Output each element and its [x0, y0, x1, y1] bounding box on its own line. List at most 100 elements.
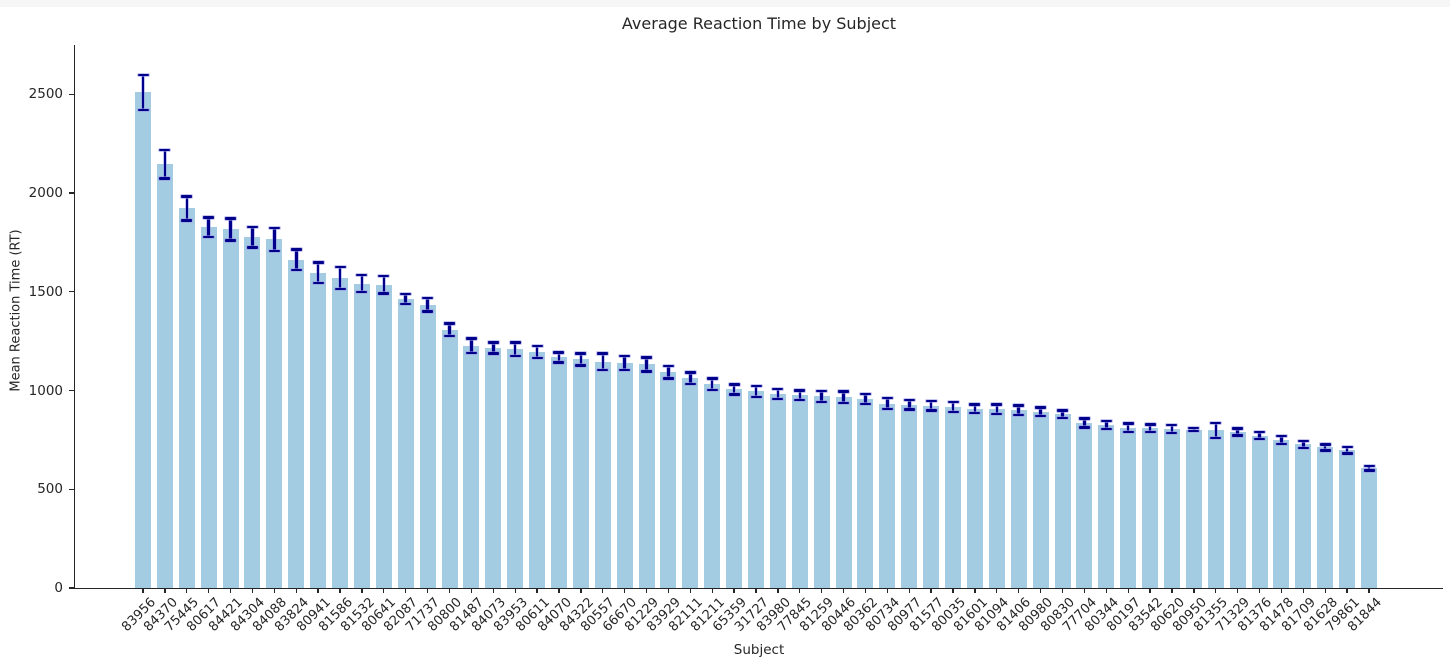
- bar: [1229, 432, 1246, 588]
- bar-error-cap-bottom: [619, 368, 631, 372]
- bar: [616, 362, 633, 588]
- x-tick-mark: [208, 589, 210, 594]
- bar-error-cap-bottom: [881, 407, 893, 411]
- bar-error-line: [141, 75, 145, 110]
- bar-error-cap-bottom: [487, 352, 499, 355]
- bar-error-cap-top: [662, 364, 674, 368]
- bar: [594, 361, 611, 588]
- bar-error-cap-bottom: [1078, 426, 1090, 429]
- bar-error-line: [798, 390, 802, 401]
- bar-error-cap-top: [881, 396, 893, 400]
- bar-error-cap-top: [487, 341, 499, 344]
- bar-error-cap-top: [531, 344, 543, 348]
- bar: [1010, 410, 1027, 588]
- bar-error-line: [1214, 422, 1217, 438]
- bar-error-line: [207, 217, 210, 238]
- bar-error-cap-bottom: [1100, 427, 1112, 431]
- x-tick-mark: [908, 589, 910, 594]
- bar: [353, 283, 370, 588]
- bar-error-cap-bottom: [641, 370, 653, 373]
- bar-error-cap-bottom: [553, 361, 565, 364]
- bar: [879, 403, 896, 588]
- bar-error-cap-top: [684, 371, 696, 374]
- bar-error-cap-top: [509, 341, 521, 344]
- bar-error-cap-top: [465, 337, 477, 340]
- bar-error-cap-bottom: [772, 397, 784, 401]
- bar-error-cap-top: [1363, 464, 1375, 468]
- bar: [660, 372, 677, 588]
- bar: [266, 239, 283, 588]
- bar-error-line: [842, 391, 845, 404]
- bar-error-cap-top: [1057, 409, 1068, 412]
- bar-error-cap-bottom: [159, 177, 171, 180]
- bar-error-cap-bottom: [444, 334, 455, 338]
- x-tick-mark: [251, 589, 254, 594]
- bar-error-cap-top: [794, 389, 806, 392]
- bar-error-cap-top: [1188, 426, 1200, 430]
- bar-error-cap-bottom: [1363, 469, 1375, 472]
- bar-error-cap-top: [597, 352, 609, 355]
- bar-error-cap-bottom: [1166, 431, 1178, 435]
- bar-error-cap-top: [641, 356, 653, 359]
- bar-error-cap-top: [1100, 419, 1112, 423]
- bar-error-line: [1192, 428, 1196, 432]
- bar-error-cap-bottom: [925, 409, 937, 412]
- bar: [485, 348, 502, 588]
- bar-error-line: [295, 249, 298, 270]
- bar-error-line: [601, 353, 604, 371]
- x-tick-mark: [733, 589, 735, 594]
- bar-error-cap-bottom: [203, 235, 215, 239]
- bar-error-line: [1367, 465, 1371, 471]
- x-tick-mark: [361, 589, 363, 594]
- y-tick-mark: [68, 587, 74, 589]
- bar: [857, 398, 874, 588]
- bar: [1098, 424, 1115, 588]
- x-tick-mark: [689, 589, 691, 594]
- x-tick-mark: [580, 589, 582, 594]
- bar-error-cap-top: [1144, 423, 1156, 426]
- bar-error-cap-bottom: [1013, 413, 1025, 417]
- bar-error-line: [470, 338, 473, 353]
- bar: [682, 378, 699, 588]
- y-tick-label: 2000: [28, 185, 63, 202]
- x-tick-mark: [799, 589, 801, 594]
- x-tick-mark: [777, 589, 779, 594]
- x-tick-mark: [1018, 589, 1020, 594]
- bar-error-line: [382, 275, 386, 294]
- bar-error-line: [404, 293, 407, 305]
- bar: [222, 229, 239, 588]
- bar-error-line: [1323, 444, 1327, 451]
- bar: [288, 259, 305, 588]
- x-tick-mark: [1039, 589, 1042, 594]
- x-tick-mark: [1061, 589, 1064, 594]
- bar-error-line: [273, 228, 276, 251]
- bar-error-line: [360, 275, 364, 292]
- x-tick-mark: [974, 589, 976, 594]
- x-tick-mark: [295, 589, 297, 594]
- bar-error-cap-top: [816, 389, 828, 393]
- window-top-edge: [0, 0, 1450, 7]
- bar-error-cap-top: [838, 390, 850, 393]
- bar-error-cap-bottom: [1297, 446, 1309, 450]
- x-tick-mark: [1237, 589, 1239, 594]
- x-tick-mark: [1368, 589, 1370, 594]
- bar-error-cap-top: [553, 351, 565, 354]
- bar-error-cap-bottom: [531, 356, 543, 360]
- bar-error-cap-bottom: [859, 402, 871, 406]
- bar-error-cap-bottom: [225, 239, 237, 242]
- x-tick-mark: [383, 589, 385, 594]
- y-tick-label: 1500: [28, 283, 63, 300]
- bar-error-cap-bottom: [1341, 452, 1353, 455]
- bar: [463, 345, 480, 588]
- bar: [572, 359, 589, 588]
- x-tick-mark: [1105, 589, 1107, 594]
- bar-error-line: [1236, 428, 1239, 436]
- bar: [310, 272, 327, 588]
- bar-error-cap-bottom: [400, 302, 412, 306]
- bar: [507, 349, 524, 588]
- bar-error-cap-bottom: [137, 108, 149, 111]
- bar-error-cap-bottom: [1035, 414, 1047, 418]
- bar-error-cap-top: [422, 296, 434, 300]
- x-tick-mark: [1083, 589, 1086, 594]
- bar: [1076, 422, 1093, 588]
